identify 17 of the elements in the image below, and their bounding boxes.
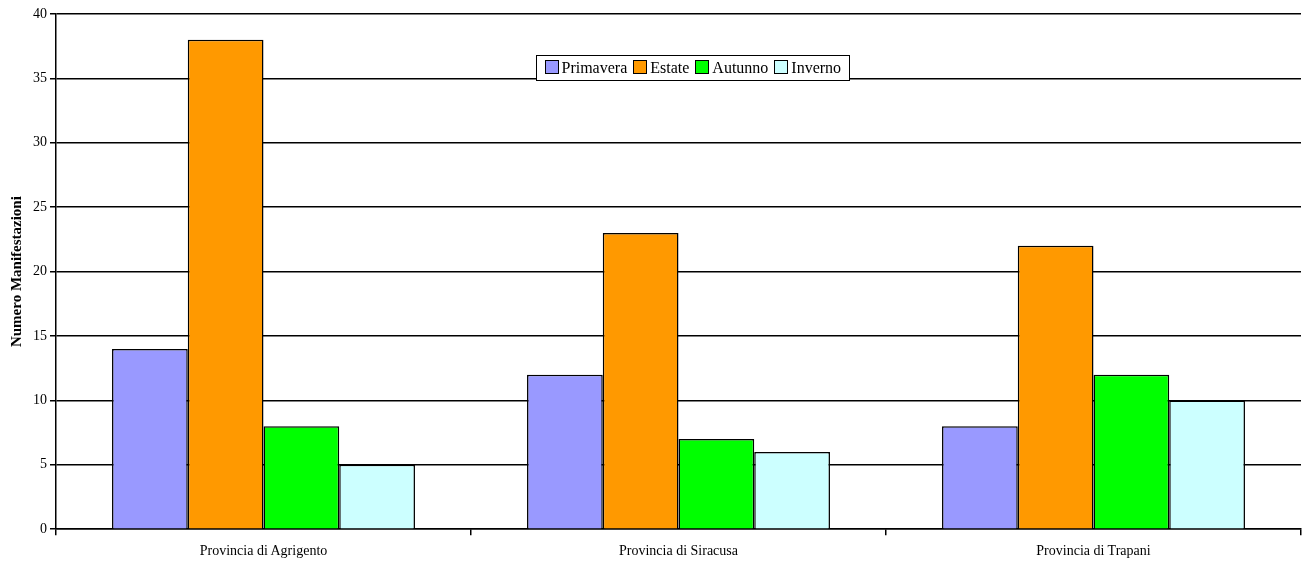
- legend-label: Estate: [649, 59, 690, 77]
- y-tick-label: 25: [33, 198, 47, 214]
- x-tick-label: Provincia di Trapani: [1036, 543, 1151, 559]
- legend-label: Inverno: [790, 59, 842, 77]
- y-tick-label: 20: [33, 263, 47, 279]
- y-tick-label: 30: [33, 134, 47, 150]
- y-tick-label: 5: [40, 456, 47, 472]
- y-tick-label: 15: [33, 327, 47, 343]
- x-tick-label: Provincia di Agrigento: [199, 543, 328, 559]
- x-tick-label: Provincia di Siracusa: [619, 543, 739, 559]
- y-tick-label: 35: [33, 70, 47, 86]
- legend-label: Autunno: [711, 59, 769, 77]
- y-tick-label: 40: [33, 5, 47, 21]
- y-tick-label: 0: [40, 520, 47, 536]
- legend-label: Primavera: [560, 59, 628, 77]
- y-axis-title: Numero Manifestazioni: [7, 196, 24, 348]
- y-tick-label: 10: [33, 392, 47, 408]
